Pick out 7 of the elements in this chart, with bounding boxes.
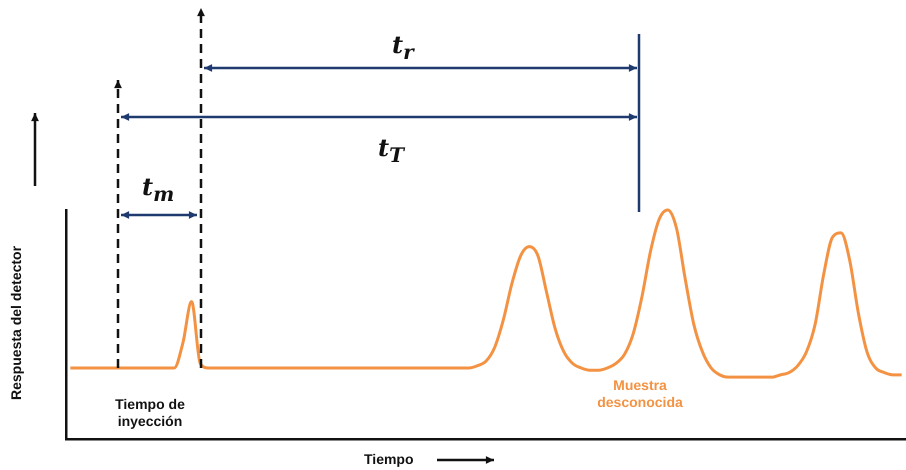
x-axis-title: Tiempo [364, 451, 414, 468]
text: t$_{m}$ [142, 172, 174, 206]
y-axis-title: Respuesta del detector [8, 246, 25, 400]
annotation: Tiempo de inyección [114, 396, 186, 430]
text: t$_{r}$ [392, 30, 414, 64]
annotation: Muestra desconocida [596, 377, 684, 411]
text: t$_{T}$ [378, 133, 404, 167]
